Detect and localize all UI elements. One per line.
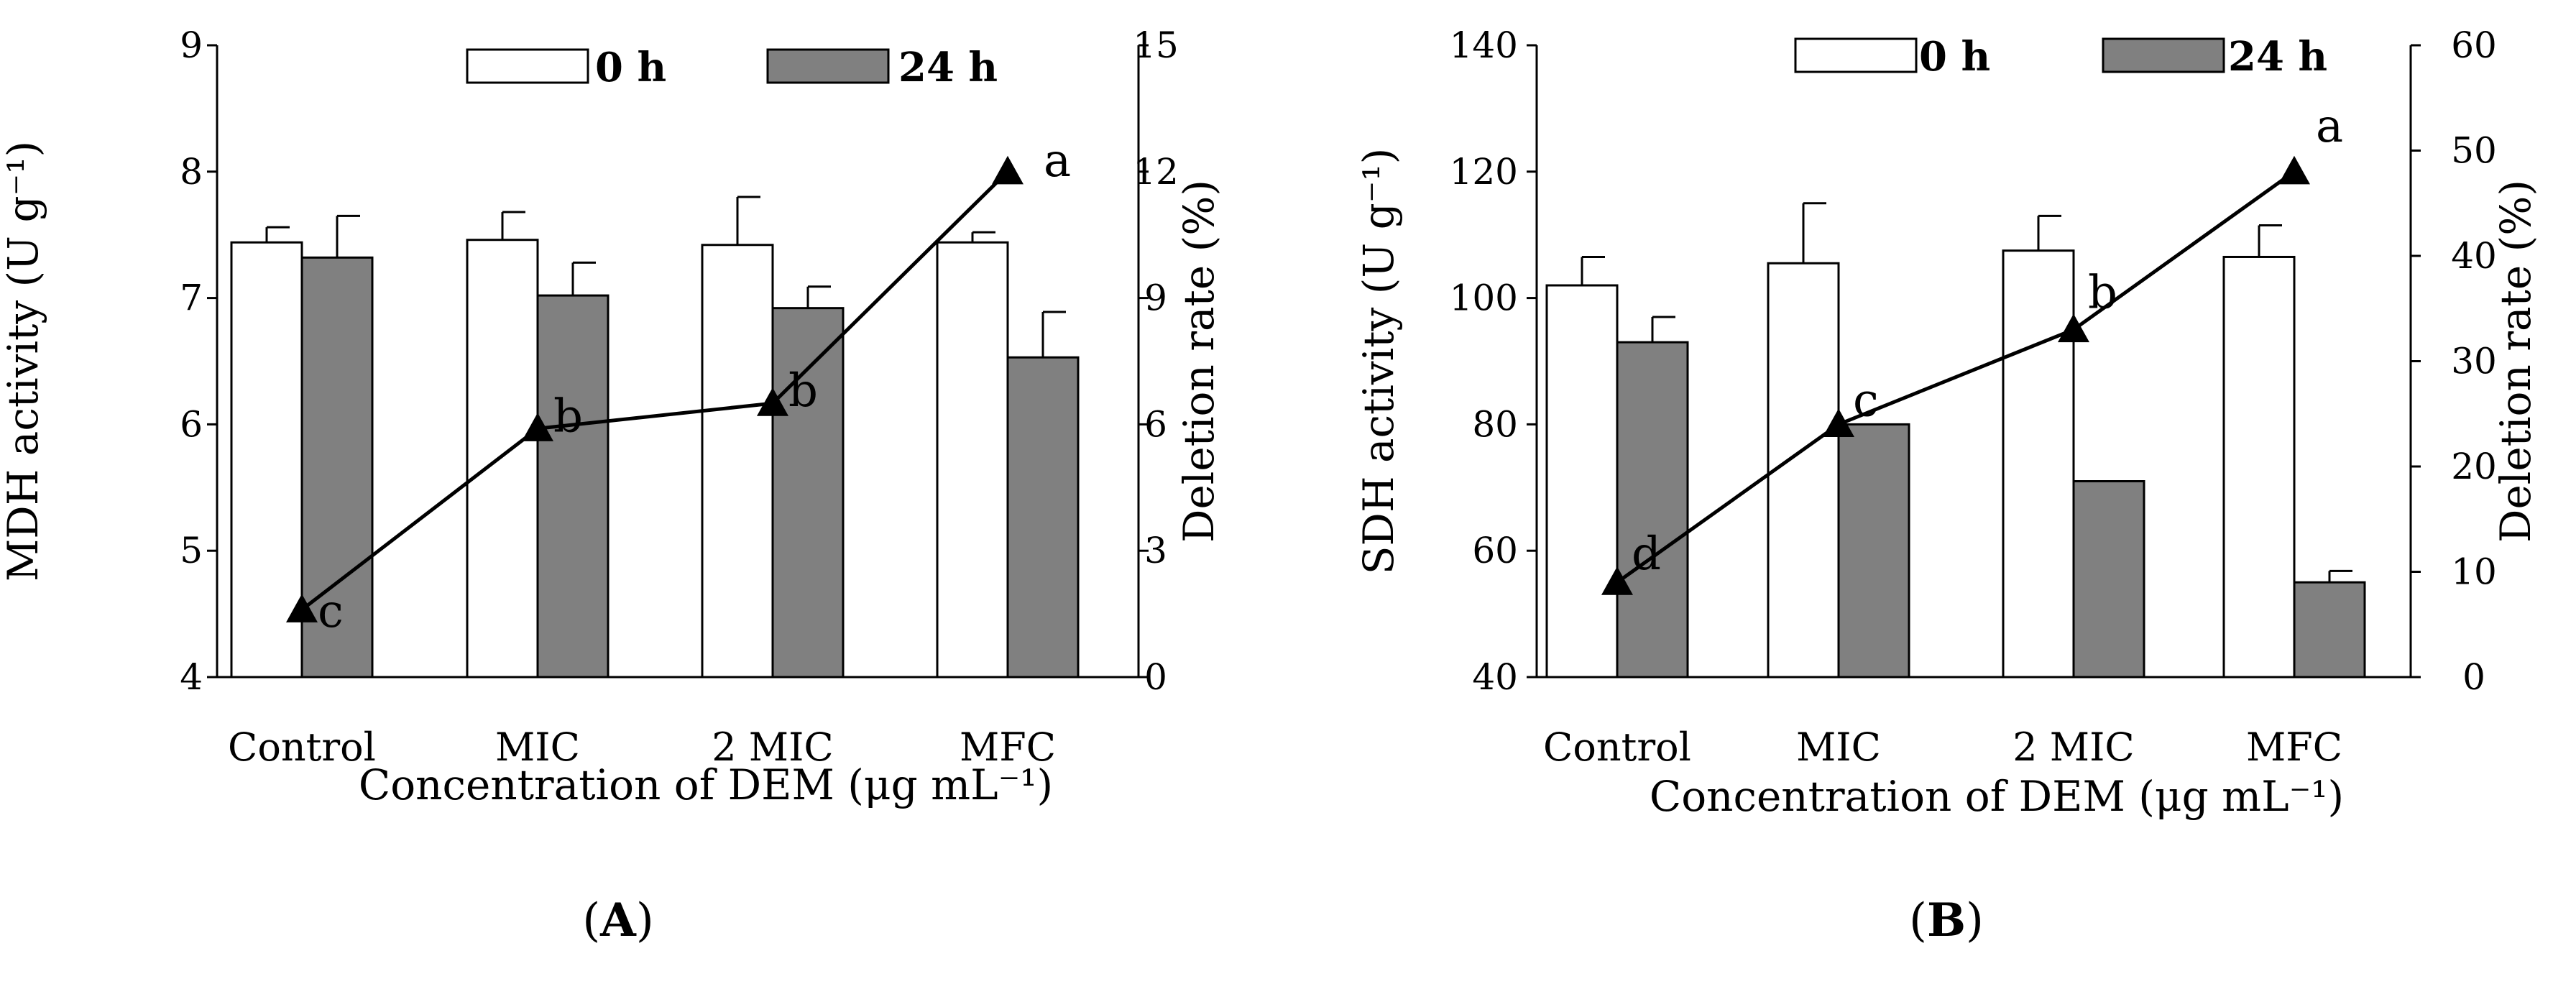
legend-label-0h: 0 h [595, 44, 666, 91]
y2-tick-label: 10 [2451, 551, 2497, 593]
category-label: Control [1543, 725, 1691, 770]
category-label: MIC [1796, 725, 1881, 770]
panel-label-open: ( [1909, 894, 1927, 947]
category-label: MIC [495, 725, 580, 770]
y-tick-label: 8 [180, 151, 203, 193]
y2-tick-label: 0 [2462, 656, 2485, 698]
category-label: 2 MIC [2012, 725, 2134, 770]
significance-letter: a [2316, 100, 2343, 153]
bar-24h-1 [1837, 423, 1910, 679]
legend-swatch-0h [1794, 37, 1918, 73]
legend-swatch-24h [2102, 37, 2225, 73]
y-tick-label: 120 [1450, 151, 1518, 193]
y2-axis-title: Deletion rate (%) [1174, 180, 1223, 543]
panel-label-letter: A [599, 893, 637, 947]
bar-0h-2 [701, 244, 774, 679]
panel-label-close: ) [636, 894, 654, 947]
panel-label-open: ( [582, 894, 600, 947]
bar-0h-3 [2222, 255, 2296, 679]
significance-letter: d [1632, 528, 1661, 581]
y-axis-title: MDH activity (U g⁻¹) [0, 141, 47, 581]
deletion-rate-marker [2058, 313, 2089, 343]
significance-letter: c [318, 585, 344, 638]
category-label: 2 MIC [712, 725, 833, 770]
deletion-rate-line [300, 170, 1009, 612]
y-tick-label: 6 [180, 403, 203, 445]
bar-24h-1 [536, 294, 610, 679]
deletion-rate-marker [992, 155, 1024, 185]
y-tick-label: 5 [180, 530, 203, 571]
x-axis-title: Concentration of DEM (μg mL⁻¹) [359, 760, 1053, 809]
legend-label-24h: 24 h [2228, 33, 2327, 81]
deletion-rate-line [1616, 170, 2296, 584]
bar-0h-1 [1767, 262, 1840, 679]
bar-24h-3 [1006, 356, 1080, 679]
legend-label-24h: 24 h [898, 44, 998, 91]
deletion-rate-marker [757, 387, 788, 416]
y-tick-label: 7 [180, 277, 203, 319]
y-axis-title: SDH activity (U g⁻¹) [1354, 148, 1403, 575]
category-label: Control [228, 725, 376, 770]
bar-0h-1 [466, 239, 539, 679]
bar-24h-3 [2293, 581, 2366, 679]
category-label: MFC [960, 725, 1056, 770]
panel-label-letter: B [1927, 893, 1966, 947]
chart-panel-a: 4 5 6 7 8 9 0 3 6 9 12 15 Control MIC 2 MIC MFC c b b a MDH … [0, 24, 1223, 947]
y2-axis-title: Deletion rate (%) [2491, 180, 2540, 543]
y-tick-label: 40 [1472, 656, 1518, 698]
bar-24h-2 [771, 307, 845, 679]
bar-24h-0 [1616, 341, 1689, 679]
y2-tick-label: 60 [2451, 24, 2497, 66]
y2-tick-label: 12 [1133, 151, 1179, 193]
significance-letter: c [1853, 374, 1879, 427]
deletion-rate-marker [286, 594, 318, 622]
panel-label: (A) [582, 893, 654, 947]
legend-label-0h: 0 h [1919, 33, 1990, 81]
bar-24h-2 [2072, 480, 2145, 679]
bar-0h-2 [2002, 249, 2075, 679]
y-tick-label: 100 [1450, 277, 1518, 319]
significance-letter: b [553, 390, 583, 443]
y2-tick-label: 50 [2451, 130, 2497, 172]
deletion-rate-marker [522, 413, 553, 441]
y-tick-label: 140 [1450, 24, 1518, 66]
panel-label-close: ) [1966, 894, 1984, 947]
y2-tick-label: 20 [2451, 446, 2497, 487]
deletion-rate-marker [2278, 155, 2310, 185]
y2-tick-label: 40 [2451, 235, 2497, 277]
category-label: MFC [2246, 725, 2342, 770]
deletion-rate-marker [1823, 408, 1854, 437]
y-tick-label: 4 [180, 656, 203, 698]
legend-swatch-24h [766, 48, 890, 84]
bar-0h-0 [1545, 284, 1619, 679]
y-tick-label: 60 [1472, 530, 1518, 571]
significance-letter: a [1044, 134, 1071, 188]
y-tick-label: 80 [1472, 403, 1518, 445]
significance-letter: b [2088, 267, 2117, 320]
significance-letter: b [788, 364, 818, 418]
bar-0h-0 [230, 241, 303, 679]
y2-tick-label: 9 [1144, 277, 1167, 319]
chart-panel-b: 40 60 80 100 120 140 0 10 20 30 40 50 60 Control MIC 2 … [1354, 24, 2540, 947]
y2-tick-label: 0 [1144, 656, 1167, 698]
y2-tick-label: 15 [1133, 24, 1179, 66]
bar-0h-3 [936, 241, 1009, 679]
x-axis-title: Concentration of DEM (μg mL⁻¹) [1650, 772, 2344, 821]
y2-tick-label: 3 [1144, 530, 1167, 571]
panel-label: (B) [1909, 893, 1984, 947]
y2-tick-label: 30 [2451, 341, 2497, 382]
y2-tick-label: 6 [1144, 403, 1167, 445]
y-tick-label: 9 [180, 24, 203, 66]
bar-24h-0 [300, 256, 374, 679]
deletion-rate-marker [1601, 566, 1633, 595]
legend-swatch-0h [466, 48, 589, 84]
